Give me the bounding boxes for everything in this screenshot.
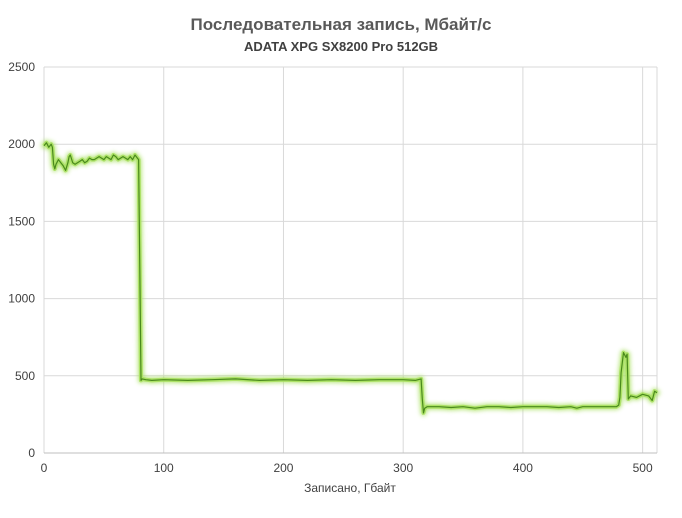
x-tick-label: 400	[513, 461, 533, 475]
x-axis-label: Записано, Гбайт	[304, 481, 396, 495]
series-layer	[41, 139, 660, 416]
grid-lines	[43, 66, 658, 454]
chart-title: Последовательная запись, Мбайт/с	[191, 15, 492, 34]
x-tick-label: 100	[154, 461, 174, 475]
x-tick-label: 500	[633, 461, 653, 475]
x-tick-label: 0	[41, 461, 48, 475]
y-tick-label: 500	[15, 369, 35, 383]
series-glow	[41, 139, 660, 416]
y-tick-label: 2000	[8, 137, 35, 151]
y-tick-label: 0	[28, 446, 35, 460]
tick-labels: 0 500 1000 1500 2000 2500 0 100 200 300 400 500	[8, 60, 653, 475]
chart-subtitle: ADATA XPG SX8200 Pro 512GB	[244, 39, 438, 54]
x-tick-label: 200	[273, 461, 293, 475]
series-line	[43, 142, 658, 414]
y-tick-label: 2500	[8, 60, 35, 74]
x-tick-label: 300	[393, 461, 413, 475]
y-tick-label: 1000	[8, 292, 35, 306]
y-tick-label: 1500	[8, 214, 35, 228]
